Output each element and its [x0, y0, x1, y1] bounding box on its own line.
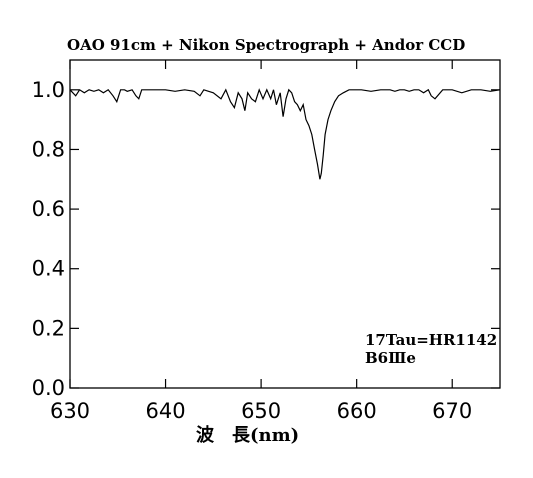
annotation-star-name: 17Tau=HR1142 — [365, 331, 497, 349]
x-tick-label: 660 — [337, 399, 377, 423]
x-tick-label: 630 — [50, 399, 90, 423]
spectrum-line — [69, 88, 501, 180]
x-tick-label: 650 — [241, 399, 281, 423]
y-tick-label: 0.4 — [32, 257, 65, 281]
y-tick-label: 0.0 — [32, 376, 65, 400]
x-axis-label: 波 長(nm) — [196, 424, 299, 446]
annotation-spectral-type: B6Ⅲe — [365, 349, 416, 367]
plot-frame — [69, 59, 501, 389]
y-tick-label: 0.8 — [32, 137, 65, 161]
y-tick-label: 0.2 — [32, 316, 65, 340]
y-axis: 0.0 0.2 0.4 0.6 0.8 1.0 — [32, 78, 500, 400]
x-tick-label: 670 — [432, 399, 472, 423]
y-tick-label: 1.0 — [32, 78, 65, 102]
y-tick-label: 0.6 — [32, 197, 65, 221]
chart-title: OAO 91cm + Nikon Spectrograph + Andor CC… — [67, 36, 465, 54]
x-axis: 630 640 650 660 670 — [50, 60, 472, 423]
x-tick-label: 640 — [146, 399, 186, 423]
